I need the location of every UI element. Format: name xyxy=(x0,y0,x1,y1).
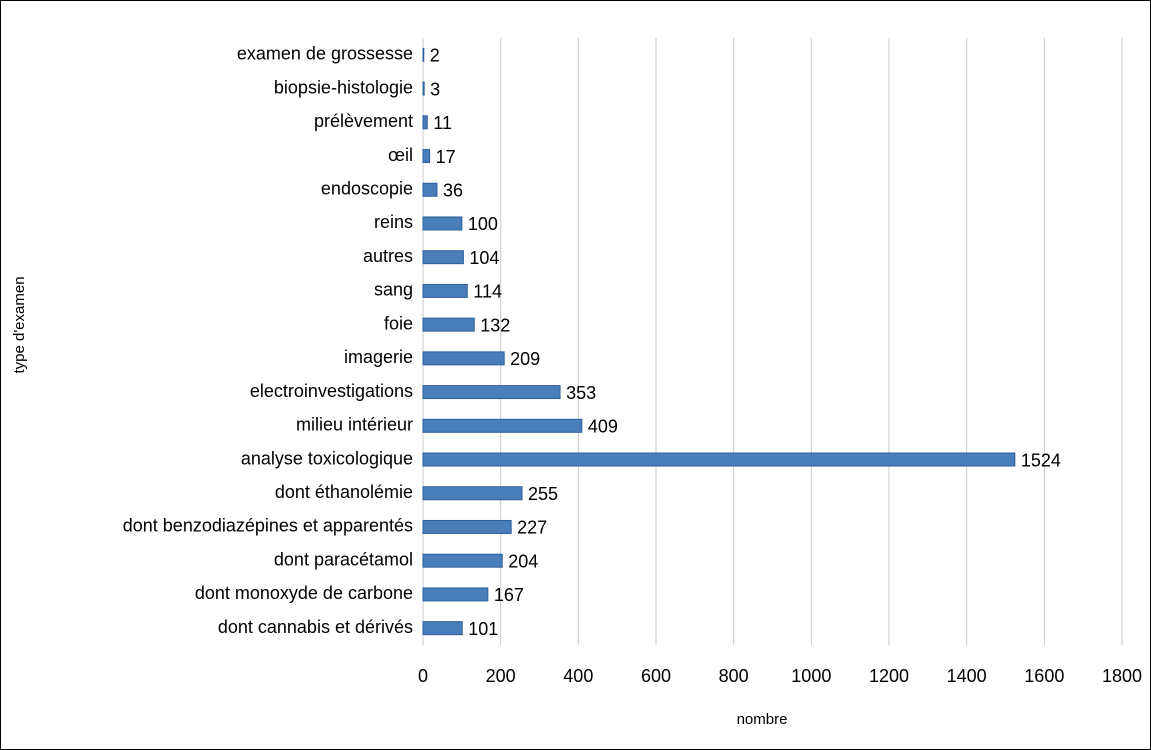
bar xyxy=(422,283,468,298)
value-label: 36 xyxy=(443,181,463,201)
bar xyxy=(422,47,425,62)
x-tick-label: 1400 xyxy=(947,666,987,686)
y-tick-label: dont benzodiazépines et apparentés xyxy=(123,516,413,536)
y-tick-label: œil xyxy=(388,145,413,165)
y-tick-label: milieu intérieur xyxy=(296,415,413,435)
value-label: 3 xyxy=(430,79,440,99)
bar xyxy=(422,216,463,231)
bar xyxy=(422,418,583,433)
x-axis-label: nombre xyxy=(737,711,788,728)
y-tick-label: imagerie xyxy=(344,347,413,367)
bar xyxy=(422,587,489,602)
bar xyxy=(422,452,1016,467)
x-tick-label: 1200 xyxy=(869,666,909,686)
bar xyxy=(422,351,505,366)
value-label: 2 xyxy=(430,46,440,66)
y-axis-label: type d'examen xyxy=(11,276,28,373)
value-label: 209 xyxy=(510,349,540,369)
value-label: 101 xyxy=(468,619,498,639)
value-label: 17 xyxy=(436,147,456,167)
y-tick-label: electroinvestigations xyxy=(250,381,413,401)
value-label: 132 xyxy=(480,315,510,335)
y-tick-label: analyse toxicologique xyxy=(241,448,413,468)
bar xyxy=(422,486,523,501)
value-label: 353 xyxy=(566,383,596,403)
x-tick-label: 1000 xyxy=(791,666,831,686)
bar xyxy=(422,182,438,197)
value-label: 204 xyxy=(508,551,538,571)
value-label: 409 xyxy=(588,417,618,437)
y-tick-label: dont paracétamol xyxy=(274,549,413,569)
x-tick-label: 1600 xyxy=(1024,666,1064,686)
x-tick-label: 1800 xyxy=(1102,666,1142,686)
value-label: 227 xyxy=(517,518,547,538)
bar xyxy=(422,385,561,400)
bar xyxy=(422,621,463,636)
bar xyxy=(422,149,431,164)
value-label: 114 xyxy=(473,282,502,302)
bar xyxy=(422,553,503,568)
value-label: 11 xyxy=(433,113,452,133)
value-label: 1524 xyxy=(1021,450,1061,470)
y-tick-label: dont éthanolémie xyxy=(275,482,413,502)
y-tick-label: endoscopie xyxy=(321,179,413,199)
bar xyxy=(422,317,475,332)
y-tick-label: autres xyxy=(363,246,413,266)
value-label: 255 xyxy=(528,484,558,504)
x-tick-label: 200 xyxy=(486,666,516,686)
bar xyxy=(422,250,464,265)
x-tick-label: 800 xyxy=(719,666,749,686)
y-tick-label: dont monoxyde de carbone xyxy=(195,583,413,603)
value-label: 104 xyxy=(469,248,499,268)
y-tick-label: reins xyxy=(374,212,413,232)
y-tick-label: prélèvement xyxy=(314,111,413,131)
y-tick-label: dont cannabis et dérivés xyxy=(218,617,413,637)
bar xyxy=(422,115,428,130)
bar xyxy=(422,519,512,534)
y-tick-label: sang xyxy=(374,280,413,300)
x-tick-label: 0 xyxy=(418,666,428,686)
value-label: 167 xyxy=(494,585,524,605)
y-tick-label: biopsie-histologie xyxy=(274,77,413,97)
bar xyxy=(422,81,425,96)
y-tick-label: foie xyxy=(384,313,413,333)
value-label: 100 xyxy=(468,214,498,234)
y-tick-label: examen de grossesse xyxy=(237,44,413,64)
x-tick-label: 400 xyxy=(563,666,593,686)
x-tick-label: 600 xyxy=(641,666,671,686)
